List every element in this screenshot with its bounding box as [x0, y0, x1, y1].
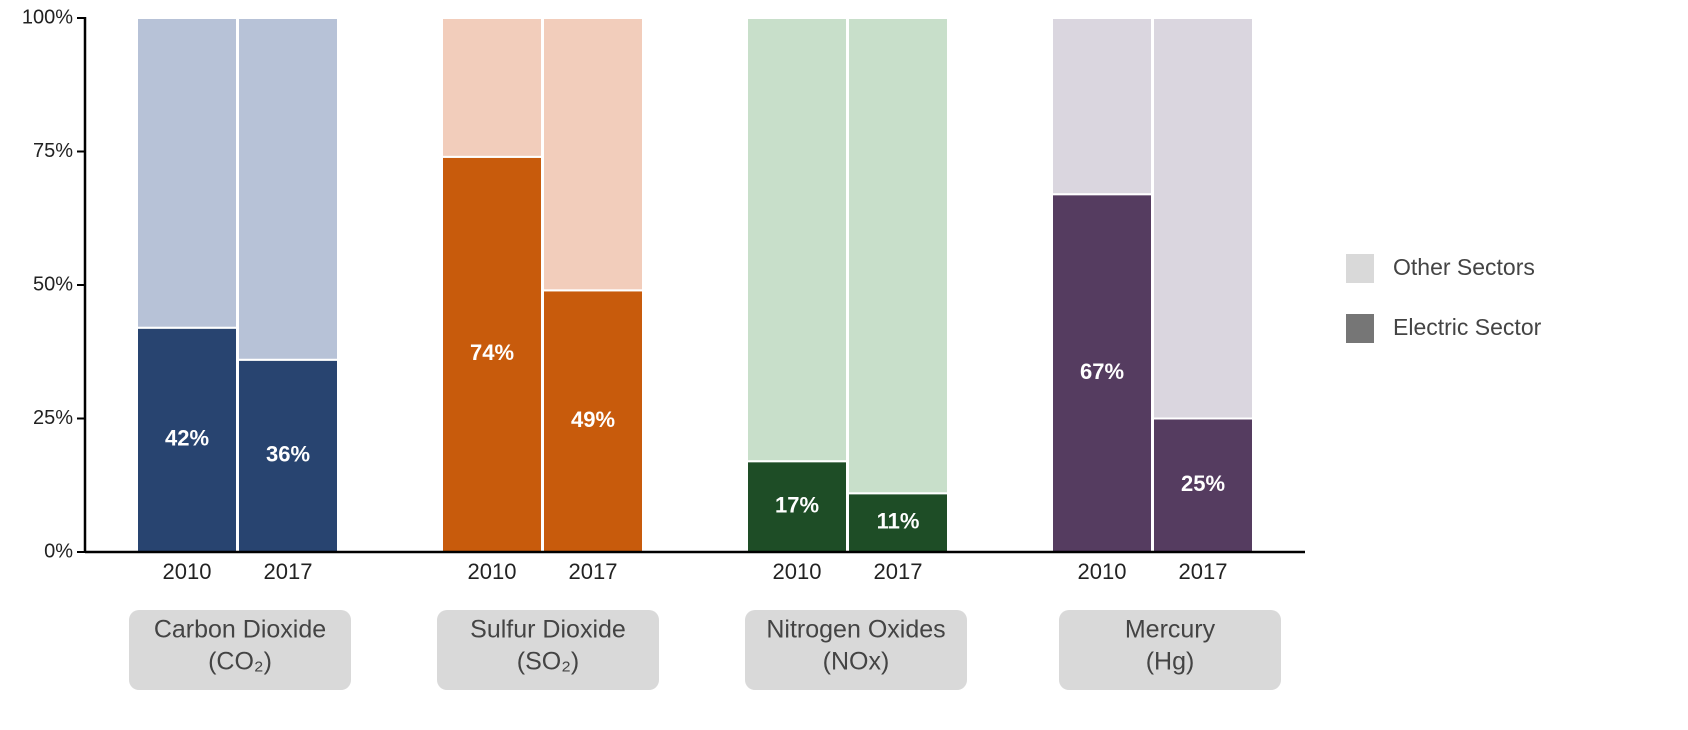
- value-label: 49%: [571, 407, 615, 432]
- bar-segment: [237, 17, 339, 361]
- bar-segment: [1051, 193, 1153, 553]
- legend-label: Electric Sector: [1393, 314, 1542, 340]
- x-tick-label: 2010: [468, 559, 517, 584]
- group-label: Mercury: [1125, 616, 1216, 644]
- value-label: 42%: [165, 426, 209, 451]
- bar-segment: [746, 17, 848, 463]
- bar-segment: [1152, 17, 1254, 420]
- group-label: (CO₂): [208, 648, 272, 676]
- legend-swatch: [1346, 254, 1374, 283]
- y-tick-label: 0%: [44, 540, 73, 562]
- legend-swatch: [1346, 314, 1374, 343]
- value-label: 36%: [266, 442, 310, 467]
- y-tick-label: 100%: [22, 6, 73, 28]
- bar-segment: [542, 17, 644, 292]
- value-label: 17%: [775, 492, 819, 517]
- x-tick-label: 2017: [874, 559, 923, 584]
- bar-segment: [1152, 417, 1254, 553]
- group-label: Sulfur Dioxide: [470, 616, 626, 644]
- y-tick-label: 25%: [33, 407, 73, 429]
- x-tick-label: 2017: [264, 559, 313, 584]
- x-tick-label: 2017: [569, 559, 618, 584]
- group-label-box: [1059, 610, 1281, 690]
- bar-segment: [136, 17, 238, 329]
- value-label: 25%: [1181, 471, 1225, 496]
- group-label: (SO₂): [517, 648, 579, 676]
- value-label: 67%: [1080, 359, 1124, 384]
- x-tick-label: 2010: [773, 559, 822, 584]
- x-tick-label: 2010: [163, 559, 212, 584]
- x-tick-label: 2017: [1179, 559, 1228, 584]
- group-label: Carbon Dioxide: [154, 616, 326, 644]
- value-label: 74%: [470, 340, 514, 365]
- bar-segment: [441, 17, 543, 158]
- value-label: 11%: [877, 508, 920, 533]
- bar-segment: [136, 326, 238, 553]
- y-tick-label: 50%: [33, 273, 73, 295]
- group-label-box: [437, 610, 659, 690]
- group-label: (Hg): [1146, 648, 1195, 676]
- group-label: (NOx): [823, 648, 890, 676]
- y-tick-label: 75%: [33, 140, 73, 162]
- group-label: Nitrogen Oxides: [766, 616, 945, 644]
- bar-segment: [847, 17, 949, 495]
- x-tick-label: 2010: [1078, 559, 1127, 584]
- legend-label: Other Sectors: [1393, 254, 1535, 280]
- group-label-box: [745, 610, 967, 690]
- group-label-box: [129, 610, 351, 690]
- bar-segment: [1051, 17, 1153, 196]
